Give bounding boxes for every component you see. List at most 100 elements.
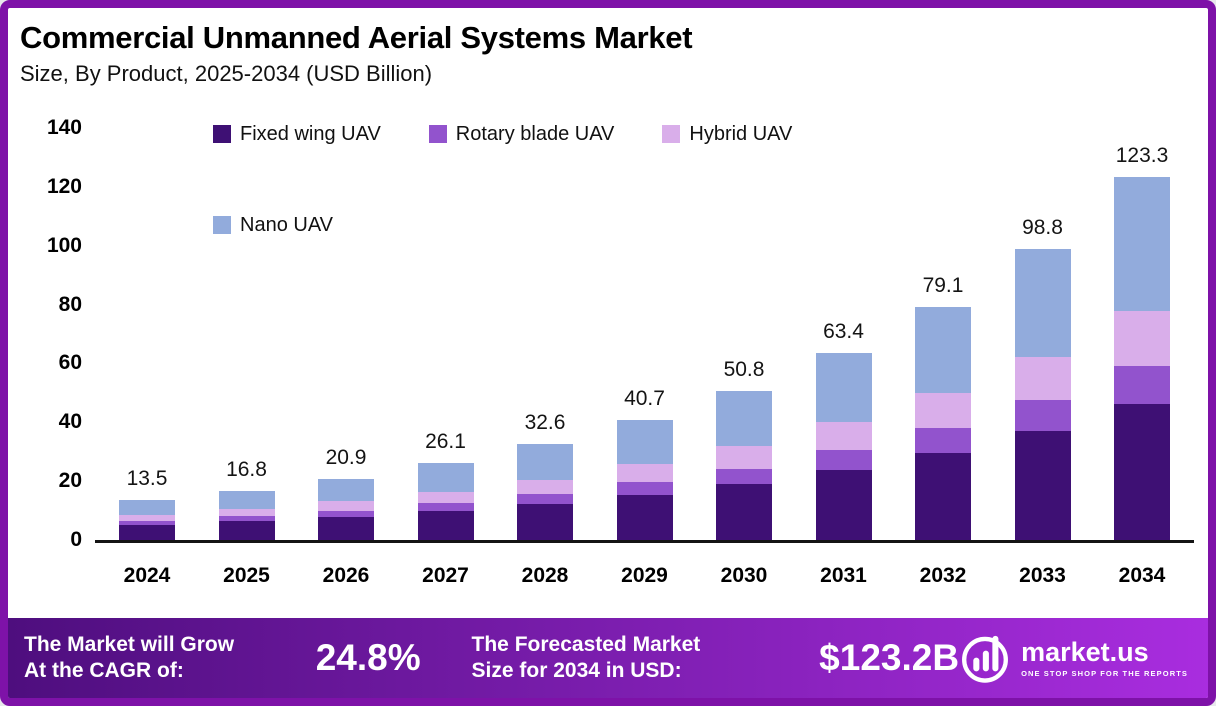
legend-label: Nano UAV xyxy=(240,213,334,236)
x-axis: 2024 2025 2026 2027 2028 2029 2030 2031 2032 2033… xyxy=(95,564,1194,588)
bar-stack xyxy=(815,353,872,540)
legend-swatch xyxy=(662,125,681,143)
chart-header: Commercial Unmanned Aerial Systems Marke… xyxy=(8,8,1208,87)
bar-2026: 20.9 xyxy=(300,446,392,540)
bar-segment xyxy=(616,420,673,465)
bar-segment xyxy=(915,452,971,540)
cagr-label: The Market will Grow At the CAGR of: xyxy=(24,633,235,682)
y-tick-label: 100 xyxy=(46,233,82,257)
bar-segment xyxy=(915,393,971,429)
cagr-value: 24.8% xyxy=(315,637,421,678)
bar-segment xyxy=(119,525,175,540)
bar-2029: 40.7 xyxy=(599,387,691,540)
y-tick-label: 80 xyxy=(58,292,82,316)
bar-segment xyxy=(1114,177,1170,312)
bar-segment xyxy=(616,482,673,495)
bar-segment xyxy=(1014,249,1071,357)
bar-segment xyxy=(716,446,772,469)
bar-total-label: 16.8 xyxy=(226,457,267,481)
y-axis: 0 20 40 60 80 100 120 140 xyxy=(20,116,82,551)
bar-segment xyxy=(318,510,374,518)
bar-segment xyxy=(815,422,872,451)
bar-total-label: 13.5 xyxy=(126,467,168,491)
bar-segment xyxy=(1114,365,1170,405)
brand-name: market.us xyxy=(1021,636,1149,667)
bar-total-label: 40.7 xyxy=(624,387,665,411)
bar-2030: 50.8 xyxy=(698,358,790,540)
y-tick-label: 40 xyxy=(58,410,82,434)
legend-swatch xyxy=(213,216,231,234)
bar-stack xyxy=(218,490,275,540)
bar-total-label: 79.1 xyxy=(922,274,964,298)
bar-segment xyxy=(517,444,573,480)
bar-total-label: 50.8 xyxy=(723,357,765,381)
bar-segment xyxy=(915,428,971,453)
legend-item: Rotary blade UAV xyxy=(428,122,615,146)
bar-stack xyxy=(417,463,474,540)
bar-segment xyxy=(517,479,573,495)
bar-segment xyxy=(616,464,673,483)
bar-2034: 123.3 xyxy=(1096,144,1188,540)
bar-segment xyxy=(716,390,772,447)
bar-2033: 98.8 xyxy=(997,216,1089,540)
bar-2032: 79.1 xyxy=(897,274,989,540)
bar-segment xyxy=(815,469,872,540)
bar-stack xyxy=(1014,249,1071,540)
y-tick-label: 140 xyxy=(46,116,82,139)
bar-segment xyxy=(716,468,772,485)
bar-segment xyxy=(119,515,175,522)
y-tick-label: 60 xyxy=(58,351,82,375)
bar-segment xyxy=(1014,356,1071,401)
bar-total-label: 32.6 xyxy=(524,411,566,435)
legend-item: Fixed wing UAV xyxy=(213,123,381,146)
y-tick-label: 0 xyxy=(70,528,82,551)
bar-stack xyxy=(318,478,374,540)
bar-segment xyxy=(417,503,474,512)
brand-text: market.us ONE STOP SHOP FOR THE REPORTS xyxy=(1021,636,1188,678)
x-tick-label: 2027 xyxy=(422,564,469,587)
bar-stack xyxy=(616,420,673,540)
bar-segment xyxy=(616,494,673,540)
x-tick-label: 2026 xyxy=(322,564,370,587)
legend-item: Nano UAV xyxy=(213,214,333,237)
bar-segment xyxy=(1114,404,1170,540)
plot-area: 13.5 16.8 20.9 26.1 32.6 40.7 50.8 63.4 79.1 98.8… xyxy=(95,128,1194,543)
bar-segment xyxy=(1014,400,1071,431)
bar-segment xyxy=(1014,430,1071,540)
brand-logo: market.us ONE STOP SHOP FOR THE REPORTS xyxy=(959,632,1192,684)
bar-segment xyxy=(218,508,275,517)
x-tick-label: 2033 xyxy=(1019,564,1066,587)
bar-total-label: 20.9 xyxy=(325,445,367,469)
bar-segment xyxy=(318,478,374,502)
legend-label: Rotary blade UAV xyxy=(455,122,615,145)
legend-item: Hybrid UAV xyxy=(662,123,792,146)
bar-stack xyxy=(716,390,772,540)
legend-swatch xyxy=(428,125,447,143)
y-tick-label: 120 xyxy=(46,174,82,198)
bar-total-label: 123.3 xyxy=(1115,144,1169,168)
y-tick-label: 20 xyxy=(58,469,82,493)
bar-stack xyxy=(517,444,573,540)
x-tick-label: 2024 xyxy=(123,564,171,587)
marketus-logo-icon xyxy=(962,635,1009,683)
bar-segment xyxy=(417,491,474,504)
bar-segment xyxy=(218,490,275,509)
bar-segment xyxy=(218,521,275,540)
brand-tagline: ONE STOP SHOP FOR THE REPORTS xyxy=(1021,668,1188,678)
bar-segment xyxy=(716,484,772,540)
bar-2031: 63.4 xyxy=(798,320,890,540)
bar-segment xyxy=(815,353,872,423)
bar-segment xyxy=(318,501,374,511)
bar-segment xyxy=(517,494,573,505)
x-tick-label: 2030 xyxy=(720,564,768,587)
bar-segment xyxy=(417,463,474,492)
bar-stack xyxy=(119,500,175,540)
footer-banner: The Market will Grow At the CAGR of: 24.… xyxy=(8,618,1208,698)
x-tick-label: 2028 xyxy=(521,564,569,587)
bar-2025: 16.8 xyxy=(201,458,293,540)
bar-total-label: 26.1 xyxy=(425,430,466,454)
bar-total-label: 98.8 xyxy=(1022,216,1063,240)
bar-segment xyxy=(417,511,474,540)
bar-segment xyxy=(218,516,275,522)
